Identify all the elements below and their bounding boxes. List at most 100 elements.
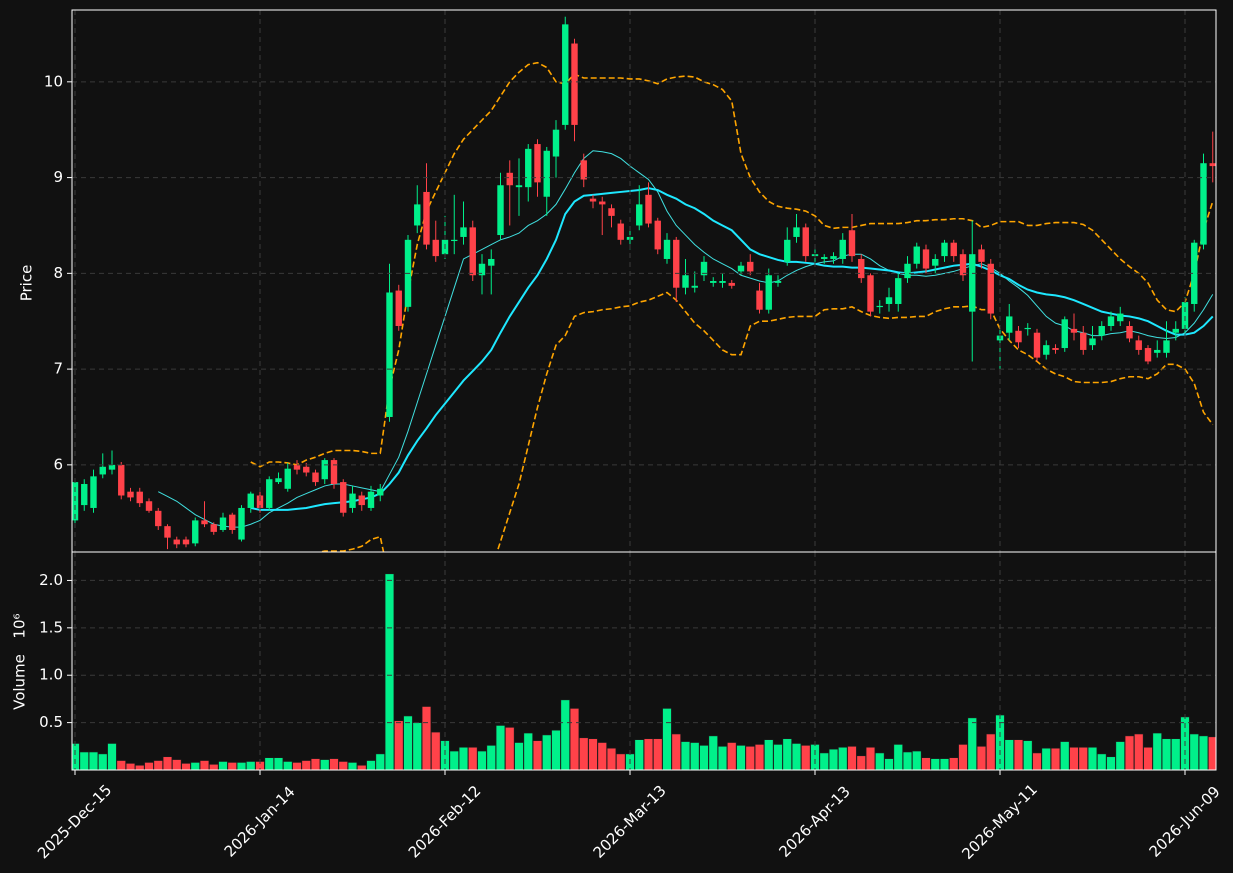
volume-bar bbox=[135, 764, 145, 770]
volume-bar bbox=[1060, 741, 1070, 770]
candle-body bbox=[386, 292, 393, 417]
candle-body bbox=[358, 495, 365, 506]
candle-body bbox=[238, 507, 245, 540]
candle-body bbox=[580, 160, 587, 180]
candle-body bbox=[303, 466, 310, 473]
candle-body bbox=[599, 201, 606, 205]
volume-bar bbox=[560, 699, 570, 770]
volume-bar bbox=[727, 742, 737, 770]
candle-body bbox=[1033, 332, 1041, 358]
candle-body bbox=[164, 526, 171, 538]
volume-bar bbox=[116, 760, 126, 770]
volume-bar bbox=[1078, 746, 1088, 770]
volume-panel bbox=[72, 573, 1216, 770]
candle-body bbox=[525, 148, 532, 188]
volume-bar bbox=[791, 743, 802, 770]
candle-body bbox=[830, 256, 837, 259]
volume-bar bbox=[125, 763, 136, 770]
volume-bar bbox=[1189, 733, 1199, 770]
volume-bar bbox=[320, 759, 330, 770]
candle-body bbox=[1172, 328, 1179, 333]
volume-bar bbox=[273, 757, 284, 770]
volume-bar bbox=[588, 738, 598, 770]
volume-bar bbox=[283, 761, 293, 770]
y-tick-label: 8 bbox=[53, 264, 63, 282]
candle-body bbox=[636, 204, 643, 226]
candle-body bbox=[1154, 349, 1161, 353]
candle-body bbox=[747, 261, 754, 272]
candle-body bbox=[617, 223, 624, 240]
y-axis-label: Volume bbox=[11, 654, 29, 710]
volume-bar bbox=[431, 731, 441, 770]
candle-body bbox=[534, 144, 541, 183]
volume-bar bbox=[754, 744, 765, 770]
candle-body bbox=[478, 263, 486, 276]
candle-body bbox=[1200, 163, 1207, 245]
candle-body bbox=[867, 275, 874, 312]
candle-body bbox=[858, 258, 865, 279]
volume-bar bbox=[153, 760, 163, 770]
candle-body bbox=[728, 282, 735, 286]
candle-body bbox=[155, 510, 162, 527]
volume-bar bbox=[292, 762, 302, 770]
volume-bar bbox=[181, 763, 191, 770]
volume-bar bbox=[458, 746, 469, 770]
volume-bar bbox=[884, 758, 894, 770]
candle-body bbox=[145, 501, 153, 511]
volume-bar bbox=[569, 708, 580, 770]
candle-body bbox=[691, 285, 698, 288]
candle-body bbox=[987, 263, 994, 314]
candle-body bbox=[1043, 345, 1050, 355]
candle-body bbox=[654, 220, 661, 250]
y-tick-label: 9 bbox=[53, 168, 63, 186]
volume-bar bbox=[542, 734, 552, 770]
candle-body bbox=[904, 263, 911, 279]
volume-bar bbox=[209, 764, 219, 770]
volume-bar bbox=[1106, 756, 1116, 770]
candle-body bbox=[922, 249, 930, 269]
candle-body bbox=[81, 484, 88, 506]
volume-bar bbox=[579, 737, 589, 770]
candle-body bbox=[321, 460, 328, 480]
volume-bar bbox=[930, 758, 940, 770]
candle-body bbox=[210, 524, 217, 532]
candle-body bbox=[432, 239, 439, 257]
volume-bar bbox=[699, 745, 709, 770]
volume-bar bbox=[782, 738, 792, 770]
candle-body bbox=[182, 539, 190, 545]
volume-bar bbox=[616, 753, 626, 770]
volume-bar bbox=[1198, 735, 1209, 770]
candle-body bbox=[506, 172, 513, 186]
volume-bar bbox=[745, 746, 755, 770]
volume-bar bbox=[394, 720, 404, 770]
candle-body bbox=[1089, 338, 1096, 346]
volume-bar bbox=[495, 725, 506, 770]
candle-body bbox=[367, 491, 375, 508]
candle-body bbox=[293, 464, 301, 470]
candle-body bbox=[90, 476, 97, 508]
volume-bar bbox=[162, 756, 173, 770]
candle-body bbox=[1117, 313, 1124, 322]
indicator-line bbox=[250, 187, 1214, 511]
candle-body bbox=[173, 539, 180, 545]
volume-bar bbox=[958, 744, 968, 770]
volume-bar bbox=[329, 758, 339, 770]
candle-body bbox=[608, 208, 615, 216]
volume-bar bbox=[976, 746, 987, 770]
volume-bar bbox=[597, 742, 607, 770]
candle-body bbox=[589, 198, 597, 202]
volume-bar bbox=[264, 757, 274, 770]
candle-body bbox=[756, 290, 763, 310]
candle-body bbox=[284, 468, 291, 489]
candle-body bbox=[885, 297, 893, 304]
candle-body bbox=[497, 185, 504, 236]
y-axis-label: Price bbox=[18, 265, 36, 302]
volume-bar bbox=[1087, 746, 1098, 770]
candle-body bbox=[737, 265, 745, 272]
candle-body bbox=[765, 275, 772, 310]
volume-bar bbox=[690, 742, 700, 770]
candle-body bbox=[340, 482, 347, 513]
candle-body bbox=[1080, 332, 1087, 350]
candle-body bbox=[1098, 326, 1105, 336]
candle-body bbox=[1126, 326, 1133, 339]
